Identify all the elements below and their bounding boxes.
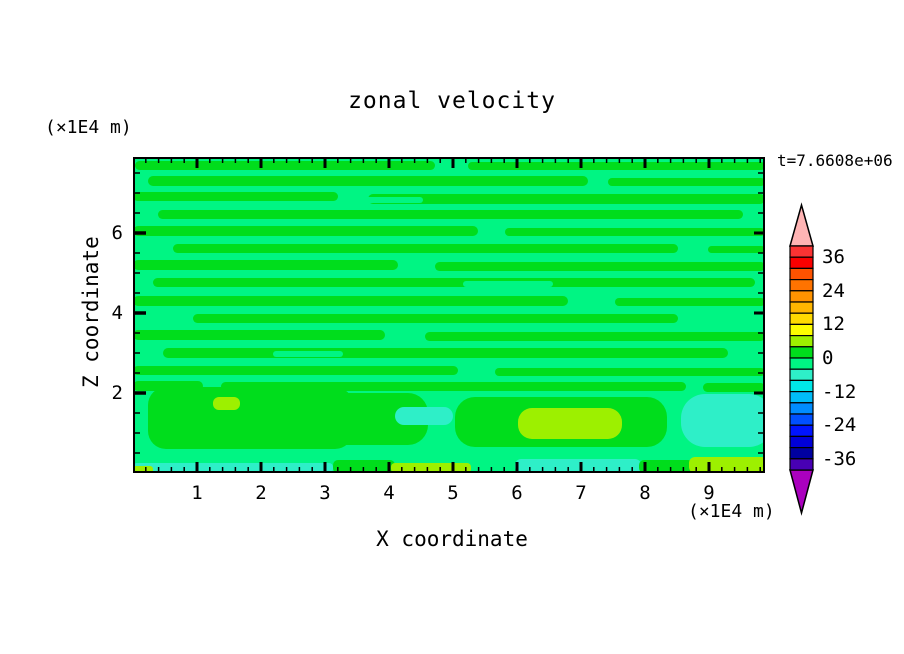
x-tick-label: 9 (703, 482, 715, 504)
y-axis-unit-label: (×1E4 m) (45, 117, 132, 138)
x-tick-label: 7 (575, 482, 587, 504)
colorbar-tick-label: -24 (822, 414, 857, 437)
x-tick-label: 2 (255, 482, 267, 504)
x-tick-label: 1 (191, 482, 203, 504)
contour-plot (133, 157, 765, 473)
chart-title: zonal velocity (348, 88, 556, 114)
colorbar (789, 202, 814, 516)
colorbar-tick-label: -12 (822, 380, 857, 403)
x-tick-label: 4 (383, 482, 395, 504)
colorbar-tick-label: 36 (822, 246, 845, 269)
x-tick-label: 3 (319, 482, 331, 504)
timestamp-annotation: t=7.6608e+06 (777, 151, 893, 170)
x-axis-unit-label: (×1E4 m) (688, 501, 775, 522)
colorbar-tick-label: 0 (822, 347, 834, 369)
y-tick-label: 4 (111, 302, 123, 324)
y-tick-label: 2 (111, 382, 123, 404)
x-axis-title: X coordinate (376, 527, 528, 551)
colorbar-tick-label: 12 (822, 313, 845, 336)
x-tick-label: 8 (639, 482, 651, 504)
colorbar-tick-label: -36 (822, 447, 857, 470)
y-tick-label: 6 (111, 222, 123, 244)
x-tick-label: 5 (447, 482, 459, 504)
colorbar-tick-label: 24 (822, 279, 845, 302)
x-tick-label: 6 (511, 482, 523, 504)
